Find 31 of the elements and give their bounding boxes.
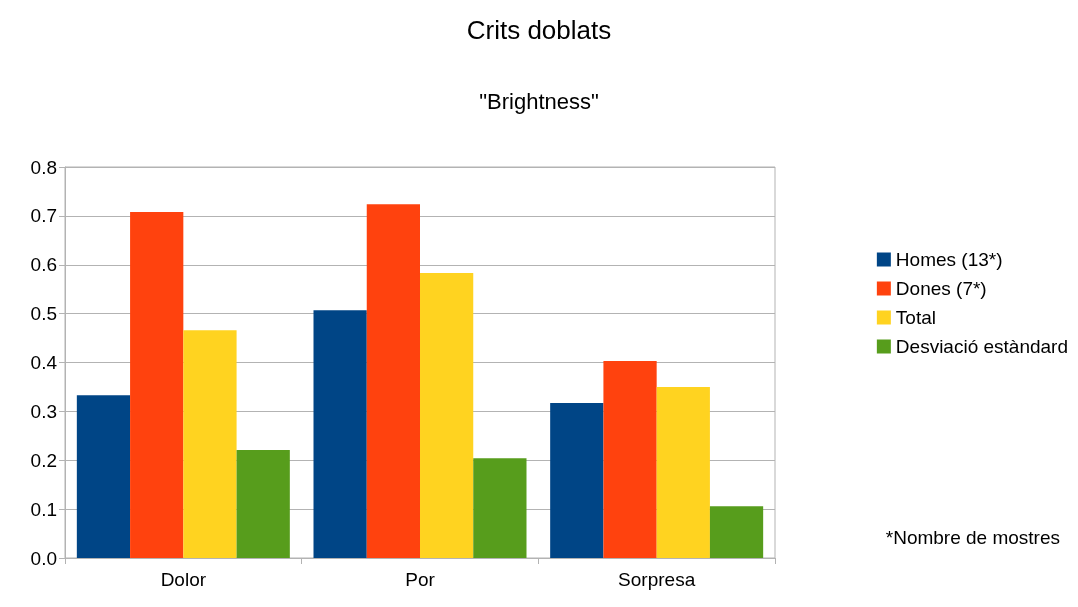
bar bbox=[130, 211, 184, 558]
y-tick-label: 0.4 bbox=[30, 352, 58, 373]
x-tick-label: Sorpresa bbox=[618, 569, 696, 590]
bar bbox=[420, 273, 474, 558]
legend-label: Homes (13*) bbox=[895, 249, 1003, 270]
bar bbox=[550, 403, 604, 558]
y-tick-label: 0.1 bbox=[30, 498, 57, 520]
legend-label: Dones (7*) bbox=[895, 278, 987, 299]
bar bbox=[656, 386, 710, 558]
text: *Nombre de mostres bbox=[885, 527, 1061, 548]
y-tick-label: 0.3 bbox=[30, 400, 57, 422]
y-tick-label: 0.6 bbox=[30, 254, 57, 276]
y-tick-label: 0.5 bbox=[30, 303, 57, 325]
legend-label: Desviació estàndard bbox=[895, 336, 1069, 357]
y-tick-label: 0.2 bbox=[30, 449, 57, 471]
bar bbox=[709, 506, 764, 558]
chart-title: Crits doblats bbox=[466, 15, 612, 45]
y-tick-label: 0.7 bbox=[30, 205, 57, 227]
bar bbox=[473, 458, 527, 558]
bar bbox=[603, 361, 657, 558]
x-tick-label: Dolor bbox=[160, 569, 207, 590]
bar bbox=[366, 204, 420, 558]
bar bbox=[183, 330, 237, 558]
bar bbox=[236, 449, 290, 558]
bar bbox=[313, 310, 367, 558]
chart-subtitle: "Brightness" bbox=[479, 88, 599, 114]
y-tick-label: 0.8 bbox=[30, 156, 57, 178]
y-tick-label: 0.0 bbox=[30, 547, 57, 569]
legend-label: Total bbox=[895, 307, 936, 328]
x-tick-label: Por bbox=[405, 569, 436, 590]
bar bbox=[76, 395, 131, 558]
